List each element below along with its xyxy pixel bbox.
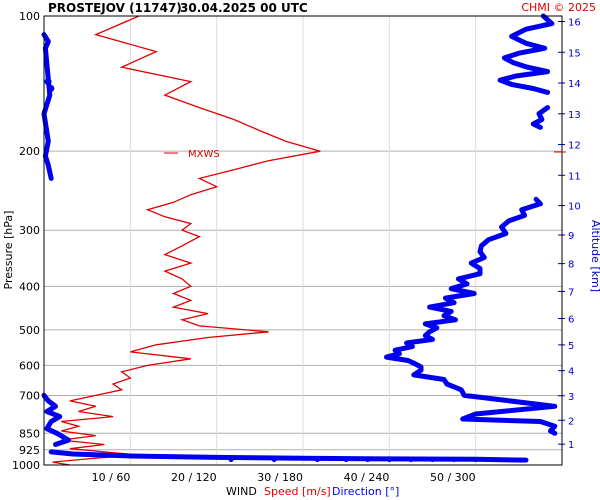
station-title: PROSTEJOV (11747) bbox=[48, 1, 182, 15]
altitude-tick-label: 11 bbox=[568, 171, 581, 182]
wind-direction-point bbox=[386, 457, 392, 463]
pressure-tick-label: 500 bbox=[19, 324, 40, 337]
wind-tick-label: 50 / 300 bbox=[430, 471, 476, 484]
pressure-tick-label: 200 bbox=[19, 145, 40, 158]
speed-axis-title: Speed [m/s] bbox=[264, 485, 331, 498]
altitude-tick-label: 16 bbox=[568, 18, 581, 29]
wind-direction-point bbox=[451, 457, 457, 463]
wind-direction-line bbox=[497, 13, 555, 95]
pressure-tick-label: 300 bbox=[19, 224, 40, 237]
altitude-tick-label: 12 bbox=[568, 141, 581, 152]
pressure-tick-label: 600 bbox=[19, 359, 40, 372]
wind-tick-label: 40 / 240 bbox=[344, 471, 390, 484]
wind-direction-line bbox=[48, 449, 529, 463]
altitude-tick-label: 6 bbox=[568, 315, 574, 326]
pressure-tick-label: 100 bbox=[19, 10, 40, 23]
direction-axis-title: Direction [°] bbox=[332, 485, 399, 498]
wind-direction-point bbox=[430, 457, 435, 463]
altitude-tick-label: 9 bbox=[568, 231, 574, 242]
wind-direction-line bbox=[530, 105, 551, 130]
wind-direction-point bbox=[271, 457, 277, 463]
wind-direction-point bbox=[408, 457, 414, 463]
plot-frame bbox=[43, 15, 563, 466]
wind-tick-label: 20 / 120 bbox=[171, 471, 217, 484]
wind-direction-point bbox=[228, 457, 234, 463]
wind-direction-point bbox=[44, 78, 52, 86]
altitude-tick-label: 10 bbox=[568, 202, 581, 213]
wind-direction-line bbox=[41, 392, 71, 447]
wind-direction-point bbox=[365, 457, 371, 463]
datetime-title: 30.04.2025 00 UTC bbox=[180, 1, 308, 15]
wind-direction-point bbox=[47, 84, 55, 92]
wind-direction-point bbox=[314, 457, 320, 463]
pressure-tick-label: 850 bbox=[19, 427, 40, 440]
pressure-axis-title: Pressure [hPa] bbox=[2, 211, 15, 290]
altitude-tick-label: 15 bbox=[568, 48, 581, 59]
altitude-tick-label: 7 bbox=[568, 287, 574, 298]
wind-speed-line bbox=[52, 15, 321, 466]
altitude-tick-label: 5 bbox=[568, 341, 574, 352]
pressure-tick-label: 925 bbox=[19, 444, 40, 457]
altitude-tick-label: 8 bbox=[568, 260, 574, 271]
pressure-tick-label: 400 bbox=[19, 280, 40, 293]
altitude-tick-label: 4 bbox=[568, 367, 574, 378]
wind-axis-prefix: WIND bbox=[226, 485, 257, 498]
altitude-tick-label: 3 bbox=[568, 392, 574, 403]
pressure-tick-label: 1000 bbox=[12, 459, 40, 472]
pressure-tick-labels: 100 200 300 400 500 600 700 850 925 1000 bbox=[12, 10, 40, 472]
wind-tick-labels: 10 / 60 20 / 120 30 / 180 40 / 240 50 / 300 bbox=[92, 471, 476, 484]
altitude-tick-label: 13 bbox=[568, 110, 581, 121]
altitude-tick-label: 14 bbox=[568, 79, 581, 90]
pressure-tick-label: 700 bbox=[19, 389, 40, 402]
altitude-axis-title: Altitude [km] bbox=[589, 220, 600, 292]
wind-direction-point bbox=[473, 457, 479, 463]
altitude-tick-label: 2 bbox=[568, 416, 574, 427]
wind-tick-label: 30 / 180 bbox=[257, 471, 303, 484]
credit-label: CHMI © 2025 bbox=[521, 1, 596, 14]
wind-direction-point bbox=[343, 457, 349, 463]
wind-speed-series bbox=[52, 15, 321, 466]
wind-tick-label: 10 / 60 bbox=[92, 471, 131, 484]
altitude-tick-label: 1 bbox=[568, 440, 574, 451]
wind-direction-line bbox=[384, 196, 558, 436]
mxws-label: MXWS bbox=[188, 149, 220, 160]
